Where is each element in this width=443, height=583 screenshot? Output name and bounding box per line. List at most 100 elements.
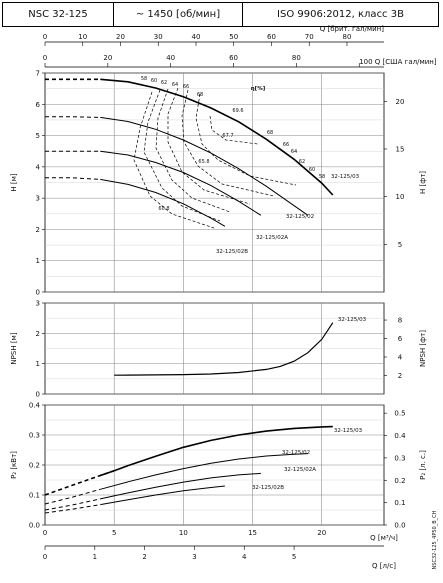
head-curve <box>100 78 334 196</box>
top-axis-imp-label: 60 <box>267 33 276 41</box>
efficiency-title: η[%] <box>251 86 266 92</box>
efficiency-label: 62 <box>161 80 167 86</box>
power-curve <box>100 485 225 506</box>
bottom-axis-m3h-title: Q [м³/ч] <box>370 534 398 542</box>
efficiency-label: 65.8 <box>198 159 209 165</box>
power-curve <box>100 472 261 500</box>
top-axis-imp-label: 70 <box>305 33 314 41</box>
efficiency-label: 68 <box>197 92 203 98</box>
power-ytick-label: 0.2 <box>29 462 40 470</box>
efficiency-iso-curve <box>167 87 251 205</box>
power-curve-dashed <box>44 504 101 514</box>
power-ytick-label: 0.1 <box>29 492 40 500</box>
npsh-ytick-right-label: 4 <box>398 354 403 362</box>
head-ytick-right-label: 15 <box>396 145 405 153</box>
efficiency-label: 68 <box>267 130 273 136</box>
power-ytick-right-label: 0.4 <box>394 432 406 440</box>
head-curve-label: 32-125/03 <box>331 174 360 180</box>
header-bar: NSC 32-125 ~ 1450 [об/мин] ISO 9906:2012… <box>2 2 439 27</box>
head-curve <box>100 116 309 216</box>
head-ylabel: H [м] <box>10 173 18 192</box>
top-axis-imp-title: Q [брит. гал/мин] <box>320 25 385 33</box>
head-curve-label: 32-125/02B <box>216 249 248 255</box>
bottom-axis-m3h-label: 10 <box>179 529 188 537</box>
power-ytick-right-label: 0.1 <box>394 499 405 507</box>
efficiency-label: 62 <box>299 159 305 165</box>
power-curve <box>100 425 333 477</box>
head-curve-label: 32-125/02A <box>256 235 288 241</box>
head-curve-dashed <box>45 116 101 118</box>
npsh-ytick-label: 1 <box>36 360 40 368</box>
top-axis-imp-label: 30 <box>154 33 163 41</box>
top-axis-imp-label: 20 <box>116 33 125 41</box>
top-axis-imp-label: 0 <box>43 33 47 41</box>
head-ytick-label: 5 <box>36 132 40 140</box>
efficiency-label: 69.6 <box>232 108 243 114</box>
top-axis-imp-label: 80 <box>343 33 352 41</box>
power-ylabel-right: P₂ [л. с.] <box>419 450 427 480</box>
efficiency-iso-curve <box>209 115 259 145</box>
bottom-axis-m3h-label: 20 <box>317 529 326 537</box>
power-ylabel: P₂ [кВт] <box>10 451 18 479</box>
bottom-axis-m3h-label: 15 <box>248 529 257 537</box>
npsh-curve-label: 32-125/03 <box>338 317 367 323</box>
head-ytick-label: 7 <box>36 70 40 78</box>
bottom-axis-ls-label: 3 <box>192 553 196 561</box>
efficiency-label: 64 <box>291 149 297 155</box>
npsh-ytick-label: 3 <box>36 300 40 308</box>
efficiency-iso-curve <box>181 89 275 197</box>
head-curve-dashed <box>45 177 101 180</box>
efficiency-label: 58 <box>319 174 325 180</box>
head-ytick-label: 6 <box>36 101 41 109</box>
npsh-ytick-right-label: 2 <box>398 372 402 380</box>
standard-value: ISO 9906:2012, класс 3В <box>277 9 404 20</box>
top-axis-imp-label: 40 <box>192 33 201 41</box>
efficiency-label: 60 <box>309 167 315 173</box>
npsh-ylabel-right: NPSH [фт] <box>419 330 427 367</box>
npsh-ylabel: NPSH [м] <box>10 332 18 364</box>
efficiency-label: 58 <box>141 76 147 82</box>
npsh-curve <box>114 322 334 376</box>
bottom-axis-m3h-label: 0 <box>43 529 47 537</box>
head-ytick-label: 3 <box>36 195 40 203</box>
power-ytick-label: 0.3 <box>29 432 40 440</box>
head-curve <box>100 150 262 216</box>
head-ytick-label: 0 <box>36 289 40 297</box>
efficiency-label: 60.8 <box>158 206 169 212</box>
bottom-axis-ls-label: 0 <box>43 553 47 561</box>
head-curve-label: 32-125/02 <box>286 214 314 220</box>
efficiency-label: 66 <box>283 142 289 148</box>
power-curve-label: 32-125/02B <box>252 485 284 491</box>
power-curve-dashed <box>44 488 101 505</box>
npsh-ytick-right-label: 8 <box>398 317 402 325</box>
power-ytick-right-label: 0.0 <box>394 522 405 530</box>
efficiency-label: 60 <box>151 78 157 84</box>
top-axis-us-title: 100 Q [США гал/мин] <box>359 58 437 66</box>
head-ytick-right-label: 10 <box>396 193 405 201</box>
power-ytick-label: 0.0 <box>29 522 40 530</box>
head-ytick-right-label: 5 <box>398 241 402 249</box>
top-axis-us-label: 20 <box>103 54 112 62</box>
power-ytick-right-label: 0.2 <box>394 477 405 485</box>
top-axis-us-label: 60 <box>229 54 238 62</box>
bottom-axis-ls-label: 2 <box>142 553 146 561</box>
power-curve-label: 32-125/02A <box>284 467 316 473</box>
top-axis-us-label: 0 <box>43 54 47 62</box>
power-curve-label: 32-125/02 <box>282 450 310 456</box>
efficiency-iso-curve <box>133 91 215 229</box>
bottom-axis-m3h-label: 5 <box>112 529 116 537</box>
npsh-ytick-label: 2 <box>36 330 40 338</box>
top-axis-us-label: 40 <box>166 54 175 62</box>
efficiency-iso-curve <box>195 93 297 186</box>
head-curve <box>100 178 226 227</box>
efficiency-iso-curve <box>143 89 221 222</box>
efficiency-iso-curve <box>155 88 231 213</box>
power-ytick-label: 0.4 <box>29 402 41 410</box>
power-curve-label: 32-125/03 <box>334 428 363 434</box>
npsh-ytick-right-label: 6 <box>398 335 403 343</box>
efficiency-label: 64 <box>172 82 178 88</box>
head-ytick-label: 1 <box>36 257 40 265</box>
efficiency-label: 67.7 <box>222 133 233 139</box>
